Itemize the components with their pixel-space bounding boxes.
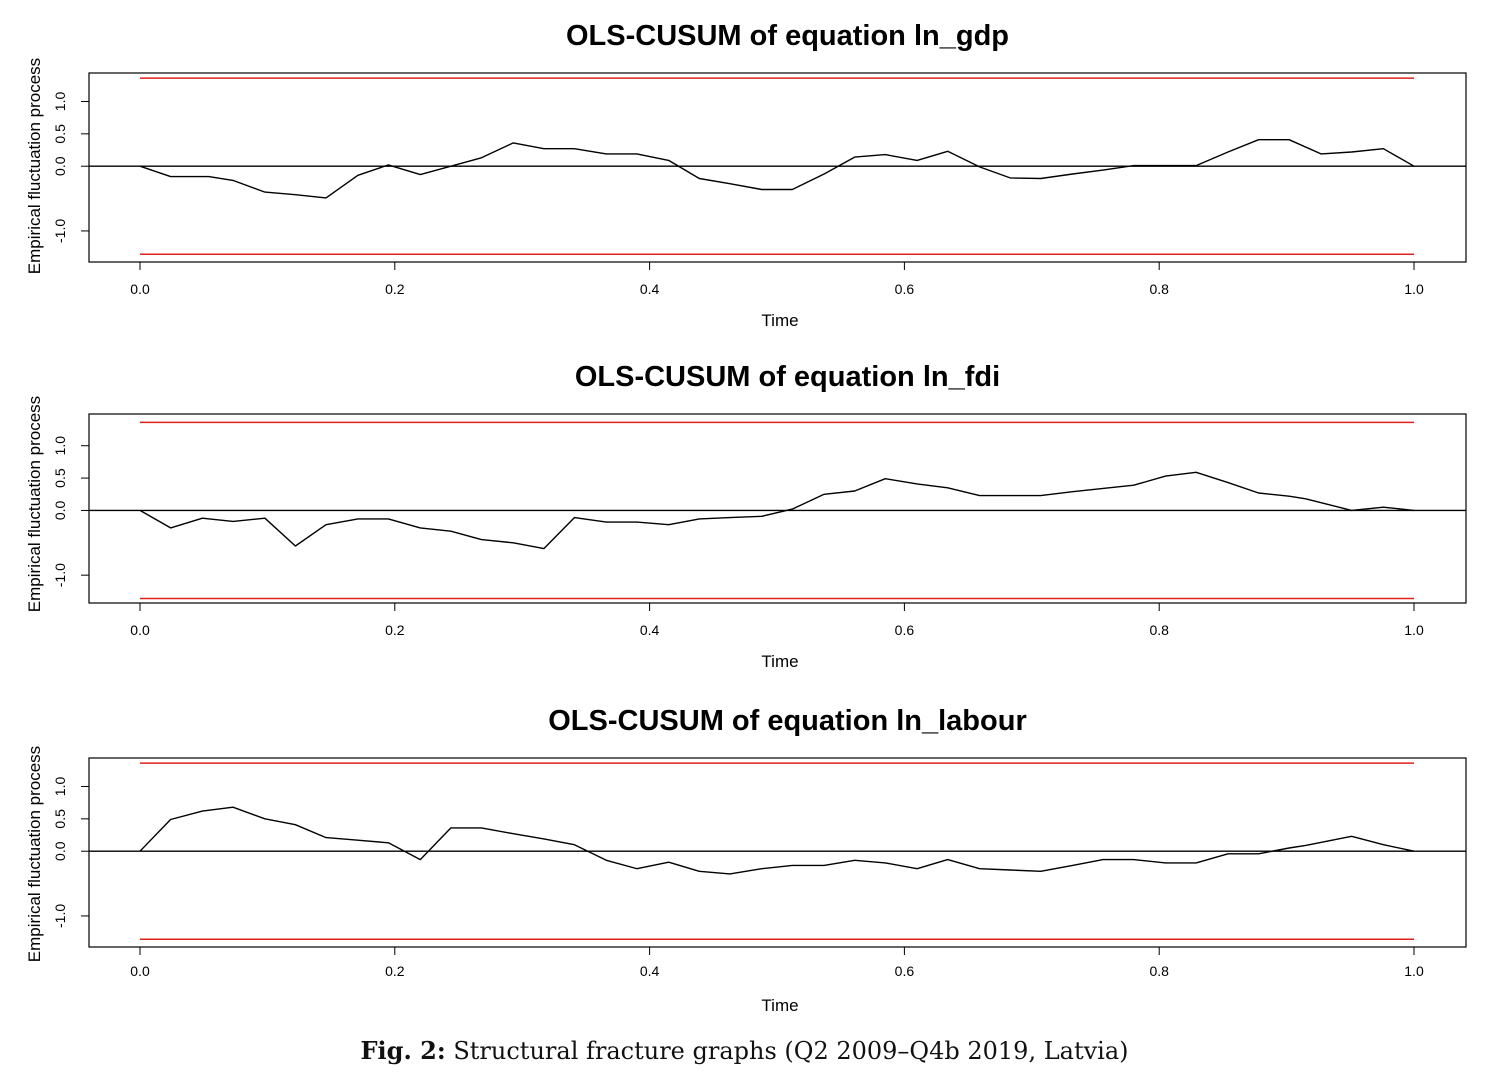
plot-frame (88, 72, 1467, 263)
chart-title: OLS-CUSUM of equation ln_fdi (575, 361, 1000, 393)
chart-panel-2: OLS-CUSUM of equation ln_fdi 0.0 0.2 0.4 0.6… (25, 361, 1467, 671)
cusum-series-line (139, 138, 1415, 199)
plot-frame (88, 757, 1467, 948)
chart-title: OLS-CUSUM of equation ln_labour (548, 705, 1027, 737)
x-tick-label: 0.2 (385, 622, 405, 638)
x-axis-label: Time (761, 652, 798, 671)
y-axis-label: Empirical fluctuation process (25, 58, 44, 274)
y-tick-label: 1.0 (52, 777, 68, 797)
x-tick-label: 0.0 (130, 963, 150, 979)
x-tick-label: 0.4 (640, 281, 660, 297)
y-tick-label: -1.0 (52, 904, 68, 928)
cusum-series-line (139, 471, 1415, 550)
caption-label: Fig. 2: (360, 1036, 446, 1065)
y-tick-label: 0.0 (52, 841, 68, 861)
y-tick-label: 0.5 (52, 468, 68, 488)
x-tick-label: 0.6 (895, 622, 915, 638)
x-tick-label: 0.0 (130, 281, 150, 297)
y-tick-label: 1.0 (52, 436, 68, 456)
x-tick-label: 0.6 (895, 963, 915, 979)
y-axis-label: Empirical fluctuation process (25, 746, 44, 962)
x-tick-label: 0.2 (385, 281, 405, 297)
chart-panel-1: OLS-CUSUM of equation ln_gdp 0.0 0.2 0.4 0.6… (25, 20, 1467, 330)
x-tick-label: 0.4 (640, 622, 660, 638)
x-tick-label: 0.0 (130, 622, 150, 638)
y-tick-label: 0.0 (52, 501, 68, 521)
x-tick-label: 0.8 (1149, 281, 1169, 297)
x-tick-label: 1.0 (1404, 963, 1424, 979)
chart-title: OLS-CUSUM of equation ln_gdp (566, 20, 1009, 52)
x-tick-label: 0.8 (1149, 963, 1169, 979)
y-tick-label: 0.5 (52, 809, 68, 829)
figure-caption: Fig. 2: Structural fracture graphs (Q2 2… (0, 1036, 1489, 1065)
x-tick-label: 0.6 (895, 281, 915, 297)
y-tick-label: -1.0 (52, 219, 68, 243)
x-axis-label: Time (761, 996, 798, 1015)
x-tick-label: 0.8 (1149, 622, 1169, 638)
caption-text: Structural fracture graphs (Q2 2009–Q4b … (445, 1037, 1129, 1065)
x-tick-label: 0.2 (385, 963, 405, 979)
y-axis-label: Empirical fluctuation process (25, 396, 44, 612)
y-tick-label: 1.0 (52, 92, 68, 112)
y-tick-label: -1.0 (52, 563, 68, 587)
x-axis-label: Time (761, 311, 798, 330)
chart-panel-3: OLS-CUSUM of equation ln_labour 0.0 0.2 0.4… (25, 705, 1467, 1015)
x-tick-label: 1.0 (1404, 622, 1424, 638)
x-tick-label: 0.4 (640, 963, 660, 979)
y-tick-label: 0.5 (52, 124, 68, 144)
plot-frame (88, 413, 1467, 604)
y-tick-label: 0.0 (52, 156, 68, 176)
cusum-figure: OLS-CUSUM of equation ln_gdp 0.0 0.2 0.4 0.6… (25, 20, 1467, 1015)
cusum-series-line (139, 806, 1415, 875)
x-tick-label: 1.0 (1404, 281, 1424, 297)
